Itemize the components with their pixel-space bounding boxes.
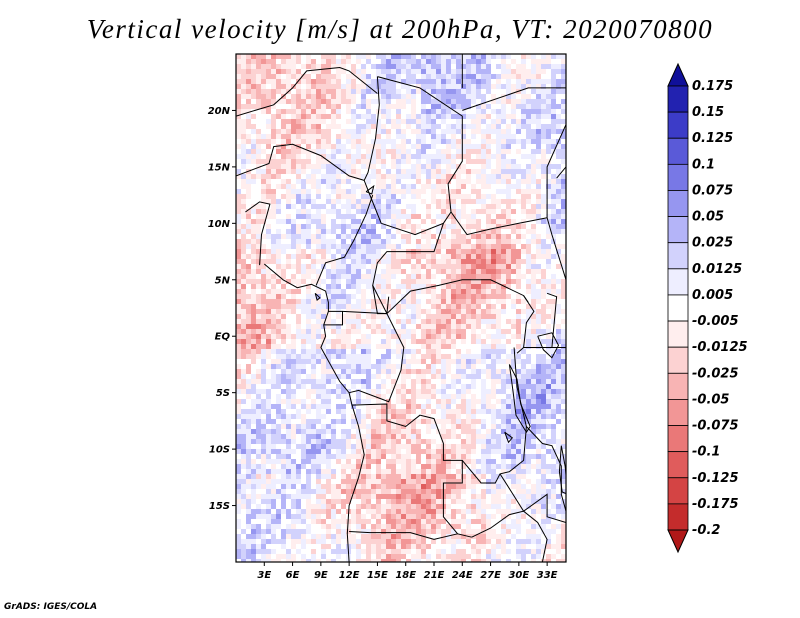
colorbar-label: 0.175 <box>692 79 733 94</box>
lon-label: 3E <box>257 570 271 581</box>
lat-label: 15N <box>208 162 231 173</box>
lon-label: 24E <box>452 570 473 581</box>
chart-title: Vertical velocity [m/s] at 200hPa, VT: 2… <box>86 14 714 44</box>
colorbar-box <box>667 111 689 139</box>
colorbar-label: -0.0125 <box>692 340 748 355</box>
velocity-field <box>236 54 566 562</box>
lon-label: 15E <box>367 570 388 581</box>
colorbar-label: 0.125 <box>692 131 733 146</box>
colorbar-box <box>667 503 689 531</box>
colorbar-label: 0.025 <box>692 236 733 251</box>
colorbar-box <box>667 216 689 244</box>
colorbar-box <box>667 399 689 426</box>
colorbar-box <box>667 242 689 270</box>
lat-label: 5S <box>216 388 230 399</box>
colorbar-label: 0.1 <box>692 157 715 172</box>
colorbar-box <box>667 451 689 479</box>
colorbar-label: 0.005 <box>692 288 733 303</box>
lon-label: 27E <box>480 570 501 581</box>
colorbar-box <box>667 372 689 400</box>
country-borders <box>236 54 566 562</box>
lat-label: EQ <box>215 332 231 343</box>
lon-label: 33E <box>537 570 558 581</box>
lon-label: 12E <box>339 570 360 581</box>
colorbar-label: -0.005 <box>692 314 739 329</box>
lon-label: 30E <box>508 570 529 581</box>
colorbar-label: 0.075 <box>692 183 733 198</box>
colorbar-box <box>667 190 689 217</box>
colorbar-box <box>667 85 689 113</box>
colorbar-box <box>667 137 689 165</box>
colorbar-box <box>667 268 689 296</box>
colorbar-label: -0.175 <box>692 497 739 512</box>
lat-label: 5N <box>215 275 231 286</box>
lon-label: 6E <box>286 570 300 581</box>
colorbar-box <box>667 346 689 374</box>
colorbar-box <box>667 425 689 453</box>
colorbar-label: -0.075 <box>692 419 739 434</box>
colorbar-label: 0.15 <box>692 105 724 120</box>
colorbar-box <box>667 320 689 348</box>
colorbar-label: -0.125 <box>692 471 739 486</box>
lat-label: 10N <box>208 219 231 230</box>
latitude-axis: 20N 15N 10N 5N EQ 5S 10S 15S <box>208 106 236 512</box>
colorbar-bottom-arrow <box>667 529 689 554</box>
lon-label: 21E <box>424 570 445 581</box>
colorbar-top-arrow <box>667 62 689 87</box>
colorbar-label: -0.1 <box>692 445 720 460</box>
colorbar-box <box>667 294 689 322</box>
colorbar-box <box>667 163 689 191</box>
colorbar-box <box>667 477 689 505</box>
lon-label: 9E <box>314 570 328 581</box>
colorbar-label: 0.05 <box>692 210 724 225</box>
grads-credit: GrADS: IGES/COLA <box>4 602 98 612</box>
lat-label: 10S <box>209 445 230 456</box>
map-frame <box>235 53 567 563</box>
lon-label: 18E <box>395 570 416 581</box>
lat-label: 15S <box>209 501 230 512</box>
colorbar-label: -0.05 <box>692 392 729 407</box>
colorbar-label: 0.0125 <box>692 262 742 277</box>
longitude-axis: 3E 6E 9E 12E 15E 18E 21E 24E 27E 30E 33E <box>257 562 558 581</box>
colorbar: 0.175 0.15 0.125 0.1 0.075 0.05 0.025 0.0125 0.0… <box>667 62 748 554</box>
colorbar-label: -0.025 <box>692 366 739 381</box>
lat-label: 20N <box>208 106 231 117</box>
colorbar-label: -0.2 <box>692 523 720 538</box>
